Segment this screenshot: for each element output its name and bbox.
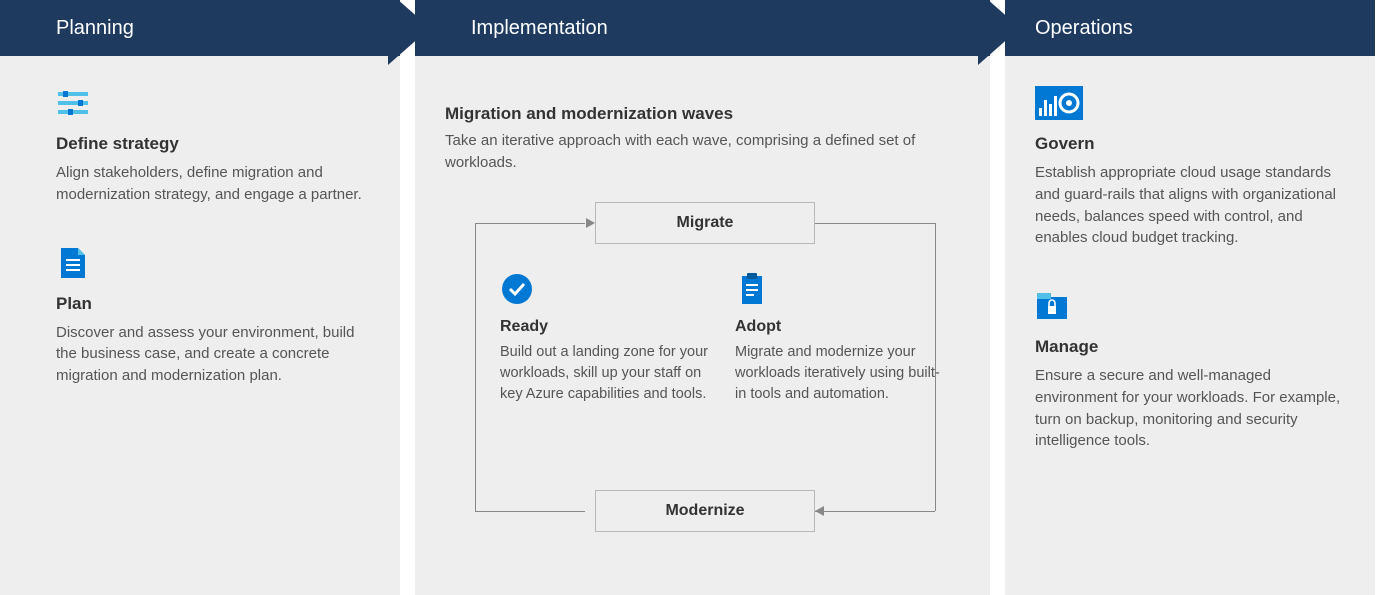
cycle-box-migrate: Migrate	[595, 202, 815, 244]
phase-content: Define strategy Align stakeholders, defi…	[0, 56, 400, 447]
cycle-diagram: Migrate Modernize Ready Build out a land…	[445, 202, 965, 532]
block-title: Ready	[500, 318, 710, 336]
flow-line	[815, 511, 935, 512]
cycle-box-label: Modernize	[665, 502, 744, 520]
block-title: Define strategy	[56, 134, 370, 154]
block-desc: Build out a landing zone for your worklo…	[500, 342, 710, 405]
block-desc: Migrate and modernize your workloads ite…	[735, 342, 945, 405]
block-title: Adopt	[735, 318, 945, 336]
check-circle-icon	[500, 272, 534, 306]
phase-header: Operations	[1005, 0, 1375, 56]
flow-line	[475, 223, 585, 224]
wave-title: Migration and modernization waves	[445, 104, 960, 124]
block-desc: Establish appropriate cloud usage standa…	[1035, 162, 1345, 249]
phase-content: Govern Establish appropriate cloud usage…	[1005, 56, 1375, 512]
phase-header: Implementation	[415, 0, 990, 56]
block-adopt: Adopt Migrate and modernize your workloa…	[735, 272, 945, 405]
flow-line	[815, 223, 935, 224]
phase-planning: Planning Define strategy Align stakehold…	[0, 0, 400, 595]
block-title: Govern	[1035, 134, 1345, 154]
flow-line	[475, 511, 585, 512]
block-manage: Manage Ensure a secure and well-managed …	[1035, 289, 1345, 452]
phase-header-label: Planning	[56, 17, 134, 40]
wave-subtitle: Take an iterative approach with each wav…	[445, 130, 960, 174]
block-title: Plan	[56, 294, 370, 314]
block-desc: Ensure a secure and well-managed environ…	[1035, 365, 1345, 452]
block-title: Manage	[1035, 337, 1345, 357]
doc-lines-icon	[56, 246, 90, 280]
folder-lock-icon	[1035, 289, 1069, 323]
flow-line	[475, 223, 476, 511]
block-define-strategy: Define strategy Align stakeholders, defi…	[56, 86, 370, 206]
flow-arrowhead-icon	[815, 506, 824, 516]
phase-implementation: Implementation Migration and modernizati…	[415, 0, 990, 595]
phase-operations: Operations Govern Establish appropriate …	[1005, 0, 1375, 595]
flow-arrowhead-icon	[586, 218, 595, 228]
cycle-box-label: Migrate	[677, 214, 734, 232]
block-desc: Discover and assess your environment, bu…	[56, 322, 370, 387]
phase-arrow-icon	[978, 0, 1020, 65]
block-govern: Govern Establish appropriate cloud usage…	[1035, 86, 1345, 249]
block-plan: Plan Discover and assess your environmen…	[56, 246, 370, 387]
block-desc: Align stakeholders, define migration and…	[56, 162, 370, 206]
sliders-icon	[56, 86, 90, 120]
govern-icon	[1035, 86, 1069, 120]
cycle-box-modernize: Modernize	[595, 490, 815, 532]
phase-content: Migration and modernization waves Take a…	[415, 56, 990, 552]
block-ready: Ready Build out a landing zone for your …	[500, 272, 710, 405]
phase-arrow-icon	[388, 0, 430, 65]
phase-header-label: Implementation	[471, 17, 608, 40]
clipboard-icon	[735, 272, 769, 306]
phase-header-label: Operations	[1035, 17, 1133, 40]
phase-header: Planning	[0, 0, 400, 56]
